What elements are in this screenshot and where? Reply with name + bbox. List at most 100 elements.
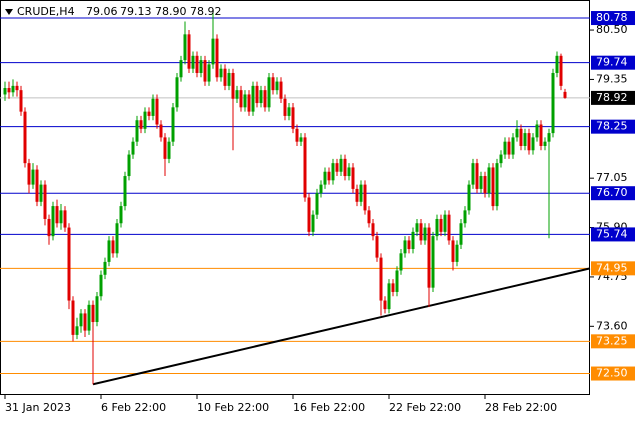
level-label: 80.78 bbox=[596, 11, 628, 24]
body bbox=[515, 128, 519, 138]
level-label: 72.50 bbox=[596, 367, 628, 380]
body bbox=[131, 141, 135, 155]
body bbox=[103, 261, 107, 275]
body bbox=[419, 223, 423, 241]
body bbox=[347, 167, 351, 177]
body bbox=[335, 163, 339, 172]
body bbox=[531, 137, 535, 151]
body bbox=[319, 184, 323, 194]
body bbox=[191, 55, 195, 69]
body bbox=[511, 137, 515, 155]
body bbox=[219, 68, 223, 78]
x-tick-label: 22 Feb 22:00 bbox=[389, 401, 461, 414]
body bbox=[203, 60, 207, 82]
body bbox=[543, 141, 547, 146]
body bbox=[463, 210, 467, 224]
body bbox=[439, 218, 443, 232]
body bbox=[211, 38, 215, 65]
level-label-box bbox=[591, 366, 635, 381]
body bbox=[123, 176, 127, 207]
body bbox=[431, 236, 435, 288]
quote-open: 79.06 bbox=[86, 5, 118, 18]
body bbox=[15, 85, 19, 91]
body bbox=[183, 34, 187, 61]
body bbox=[163, 137, 167, 159]
level-label-box bbox=[591, 334, 635, 349]
body bbox=[411, 231, 415, 250]
body bbox=[315, 193, 319, 215]
body bbox=[167, 141, 171, 159]
level-label-box bbox=[591, 55, 635, 70]
body bbox=[499, 154, 503, 164]
body bbox=[247, 94, 251, 112]
body bbox=[71, 300, 75, 335]
body bbox=[227, 72, 231, 86]
body bbox=[107, 240, 111, 262]
levels bbox=[0, 17, 591, 386]
body bbox=[471, 163, 475, 185]
body bbox=[255, 85, 259, 104]
body bbox=[371, 223, 375, 237]
body bbox=[279, 81, 283, 99]
body bbox=[355, 188, 359, 202]
body bbox=[359, 184, 363, 202]
body bbox=[391, 283, 395, 292]
body bbox=[479, 176, 483, 189]
body bbox=[135, 120, 139, 142]
body bbox=[507, 141, 511, 155]
body bbox=[111, 240, 115, 254]
body bbox=[443, 214, 447, 232]
quote-low: 78.90 bbox=[155, 5, 187, 18]
body bbox=[235, 90, 239, 99]
x-tick-label: 16 Feb 22:00 bbox=[293, 401, 365, 414]
y-tick-label: 80.50 bbox=[596, 23, 628, 36]
level-label: 76.70 bbox=[596, 186, 628, 199]
body bbox=[451, 240, 455, 262]
body bbox=[295, 128, 299, 142]
body bbox=[523, 133, 527, 146]
body bbox=[51, 206, 55, 237]
level-label: 74.95 bbox=[596, 261, 628, 274]
body bbox=[127, 154, 131, 177]
body bbox=[175, 77, 179, 108]
body bbox=[223, 68, 227, 86]
body bbox=[291, 107, 295, 129]
body bbox=[447, 214, 451, 241]
body bbox=[303, 137, 307, 198]
body bbox=[3, 88, 7, 95]
level-label: 79.74 bbox=[596, 56, 628, 69]
x-tick-label: 6 Feb 22:00 bbox=[101, 401, 166, 414]
body bbox=[155, 98, 159, 125]
body bbox=[39, 184, 43, 202]
quote-close: 78.92 bbox=[190, 5, 222, 18]
body bbox=[119, 206, 123, 224]
level-label-box bbox=[591, 11, 635, 26]
body bbox=[27, 163, 31, 185]
body bbox=[67, 227, 71, 301]
body bbox=[435, 218, 439, 237]
body bbox=[287, 107, 291, 116]
y-tick-label: 79.35 bbox=[596, 72, 628, 85]
menu-icon[interactable] bbox=[5, 9, 13, 15]
x-tick-label: 28 Feb 22:00 bbox=[485, 401, 557, 414]
body bbox=[11, 85, 15, 93]
body bbox=[151, 98, 155, 116]
body bbox=[551, 72, 555, 134]
level-label-box bbox=[591, 227, 635, 242]
body bbox=[43, 184, 47, 219]
level-label: 75.74 bbox=[596, 227, 628, 240]
body bbox=[387, 283, 391, 310]
price-label-box bbox=[591, 90, 635, 105]
body bbox=[299, 137, 303, 142]
y-tick-label: 73.60 bbox=[596, 319, 628, 332]
level-label-box bbox=[591, 261, 635, 276]
body bbox=[99, 274, 103, 297]
body bbox=[139, 120, 143, 129]
body bbox=[259, 90, 263, 104]
symbol: CRUDE,H4 bbox=[17, 5, 75, 18]
body bbox=[231, 72, 235, 99]
body bbox=[215, 38, 219, 78]
body bbox=[91, 304, 95, 323]
body bbox=[379, 257, 383, 301]
